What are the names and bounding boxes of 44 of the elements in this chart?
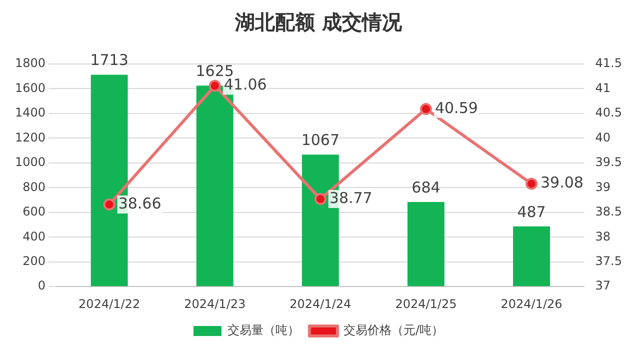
point	[526, 178, 538, 190]
x-tick-label: 2024/1/26	[500, 296, 562, 311]
bar	[407, 202, 444, 286]
x-tick-label: 2024/1/24	[290, 296, 352, 311]
y-tick-label: 600	[22, 204, 46, 219]
y-tick-label: 1400	[14, 106, 46, 120]
data-label: 40.59	[434, 98, 478, 117]
legend-label: 交易量（吨）	[227, 323, 300, 338]
x-tick-label: 2024/1/25	[395, 296, 457, 311]
data-label: 487	[517, 202, 546, 221]
point	[208, 80, 221, 92]
y-tick-label: 200	[22, 254, 46, 268]
data-label: 1713	[90, 51, 128, 70]
y2-tick-label: 41.5	[595, 56, 622, 70]
y2-tick-label: 39	[595, 180, 611, 194]
x-tick-label: 2024/1/23	[184, 296, 246, 311]
y-tick-label: 1600	[14, 80, 46, 95]
point	[103, 198, 116, 210]
y2-tick-label: 38.5	[595, 204, 622, 219]
data-label: 39.08	[540, 174, 584, 192]
legend-label: 交易价格（元/吨）	[343, 323, 444, 338]
y2-tick-label: 40.5	[595, 106, 622, 120]
y2-tick-label: 37.5	[595, 254, 622, 268]
y-tick-label: 1200	[14, 130, 46, 144]
y-tick-label: 1000	[14, 155, 46, 170]
data-label: 1067	[301, 131, 340, 150]
bar	[513, 226, 550, 286]
data-label: 684	[412, 178, 440, 196]
y2-tick-label: 39.5	[595, 155, 622, 170]
y-tick-label: 800	[22, 180, 46, 194]
y2-tick-label: 40	[595, 130, 611, 144]
point	[420, 103, 432, 116]
y2-tick-label: 38	[595, 229, 611, 244]
chart-title: 湖北配额 成交情况	[234, 10, 403, 34]
data-label: 41.06	[224, 76, 267, 94]
y-tick-label: 1800	[14, 56, 46, 70]
data-label: 38.66	[118, 194, 162, 212]
point	[314, 193, 326, 206]
y-tick-label: 400	[22, 229, 46, 244]
data-label: 38.77	[329, 188, 372, 207]
y2-tick-label: 41	[595, 80, 611, 95]
y-tick-label: 0	[38, 278, 46, 293]
y2-tick-label: 37	[595, 278, 611, 293]
x-tick-label: 2024/1/22	[78, 296, 140, 311]
